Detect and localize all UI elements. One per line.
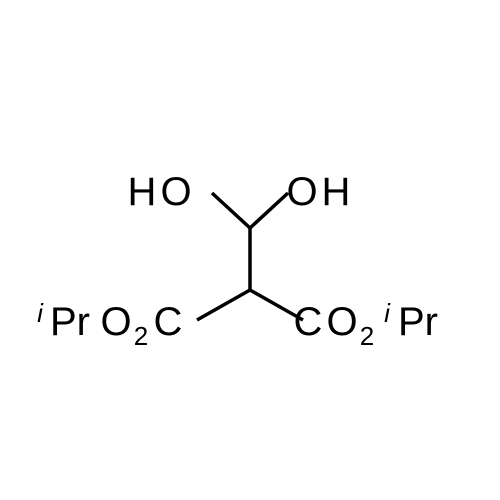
label-ipro2c-left: i Pr O 2 C bbox=[37, 298, 182, 351]
chemical-structure-svg: H O O H i Pr O 2 C C O 2 i Pr bbox=[0, 0, 500, 500]
bond-c-to-oh-left bbox=[212, 193, 250, 228]
rg-2: 2 bbox=[360, 321, 374, 351]
rg-C: C bbox=[294, 300, 323, 344]
lg-i: i bbox=[37, 298, 44, 328]
rg-Pr: Pr bbox=[398, 300, 438, 344]
rg-O: O bbox=[326, 300, 357, 344]
label-oh-right: O H bbox=[286, 170, 350, 214]
label-ho-left: H O bbox=[128, 170, 192, 214]
lg-Pr: Pr bbox=[50, 300, 90, 344]
lg-2: 2 bbox=[134, 321, 148, 351]
bond-c-to-co2-left bbox=[197, 290, 250, 320]
bond-c-to-oh-right bbox=[250, 193, 288, 228]
oh-right-O: O bbox=[286, 170, 317, 214]
label-co2ipr-right: C O 2 i Pr bbox=[294, 298, 438, 351]
oh-right-H: H bbox=[322, 170, 351, 214]
lg-C: C bbox=[154, 300, 183, 344]
ho-left-H: H bbox=[128, 170, 157, 214]
lg-O: O bbox=[100, 300, 131, 344]
ho-left-O: O bbox=[160, 170, 191, 214]
rg-i: i bbox=[384, 298, 391, 328]
